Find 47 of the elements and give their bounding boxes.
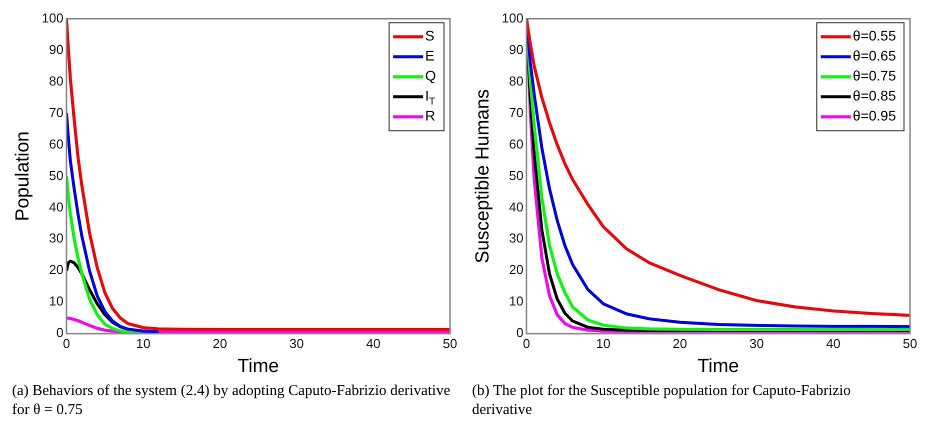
text: (a) Behaviors of the system (2.4) by adopting Caputo-Fabrizio derivative for θ = 0.75 <box>12 382 452 420</box>
text: (b) The plot for the Susceptible population for Caputo-Fabrizio derivative <box>472 382 852 420</box>
legend-label: θ=0.65 <box>852 48 896 64</box>
y-tick-label: 20 <box>509 262 524 278</box>
y-tick-label: 40 <box>509 199 524 214</box>
x-tick-label: 10 <box>596 336 610 351</box>
x-tick-label: 30 <box>749 336 764 351</box>
x-tick-label: 20 <box>672 336 688 351</box>
y-tick-label: 100 <box>42 10 64 26</box>
y-tick-label: 10 <box>509 294 524 309</box>
x-tick-label: 40 <box>366 336 381 351</box>
y-tick-label: 100 <box>502 10 524 26</box>
y-tick-label: 30 <box>509 230 524 246</box>
y-tick-label: 0 <box>56 325 64 340</box>
y-tick-label: 90 <box>49 42 64 57</box>
y-tick-label: 70 <box>509 104 524 120</box>
legend-label: E <box>425 48 434 64</box>
y-tick-label: 30 <box>49 230 64 246</box>
x-axis-title: Time <box>237 356 280 377</box>
y-tick-label: 70 <box>49 104 64 120</box>
legend-label: θ=0.85 <box>852 88 896 104</box>
y-tick-label: 40 <box>49 199 64 214</box>
y-axis-title: Population <box>12 131 34 222</box>
y-tick-label: 0 <box>516 325 524 340</box>
y-tick-label: 50 <box>49 168 64 183</box>
x-tick-label: 50 <box>902 336 918 351</box>
y-tick-label: 90 <box>509 42 524 57</box>
legend-label: θ=0.75 <box>852 68 896 84</box>
x-tick-label: 20 <box>212 336 228 351</box>
x-tick-label: 50 <box>442 336 458 351</box>
y-tick-label: 60 <box>509 136 524 152</box>
x-tick-label: 10 <box>136 336 150 351</box>
legend-label: R <box>425 108 436 124</box>
x-tick-label: 40 <box>826 336 841 351</box>
legend-label: Q <box>425 68 436 84</box>
y-tick-label: 80 <box>49 73 64 88</box>
legend-label: θ=0.95 <box>852 108 896 124</box>
y-tick-label: 10 <box>49 294 64 309</box>
x-axis-title: Time <box>697 356 740 377</box>
y-tick-label: 80 <box>509 73 524 88</box>
y-tick-label: 60 <box>49 136 64 152</box>
legend-label: θ=0.55 <box>852 28 896 44</box>
y-tick-label: 50 <box>509 168 524 183</box>
legend-label: S <box>425 28 434 44</box>
y-tick-label: 20 <box>49 262 64 278</box>
x-tick-label: 30 <box>289 336 304 351</box>
y-axis-title: Susceptible Humans <box>472 89 494 264</box>
